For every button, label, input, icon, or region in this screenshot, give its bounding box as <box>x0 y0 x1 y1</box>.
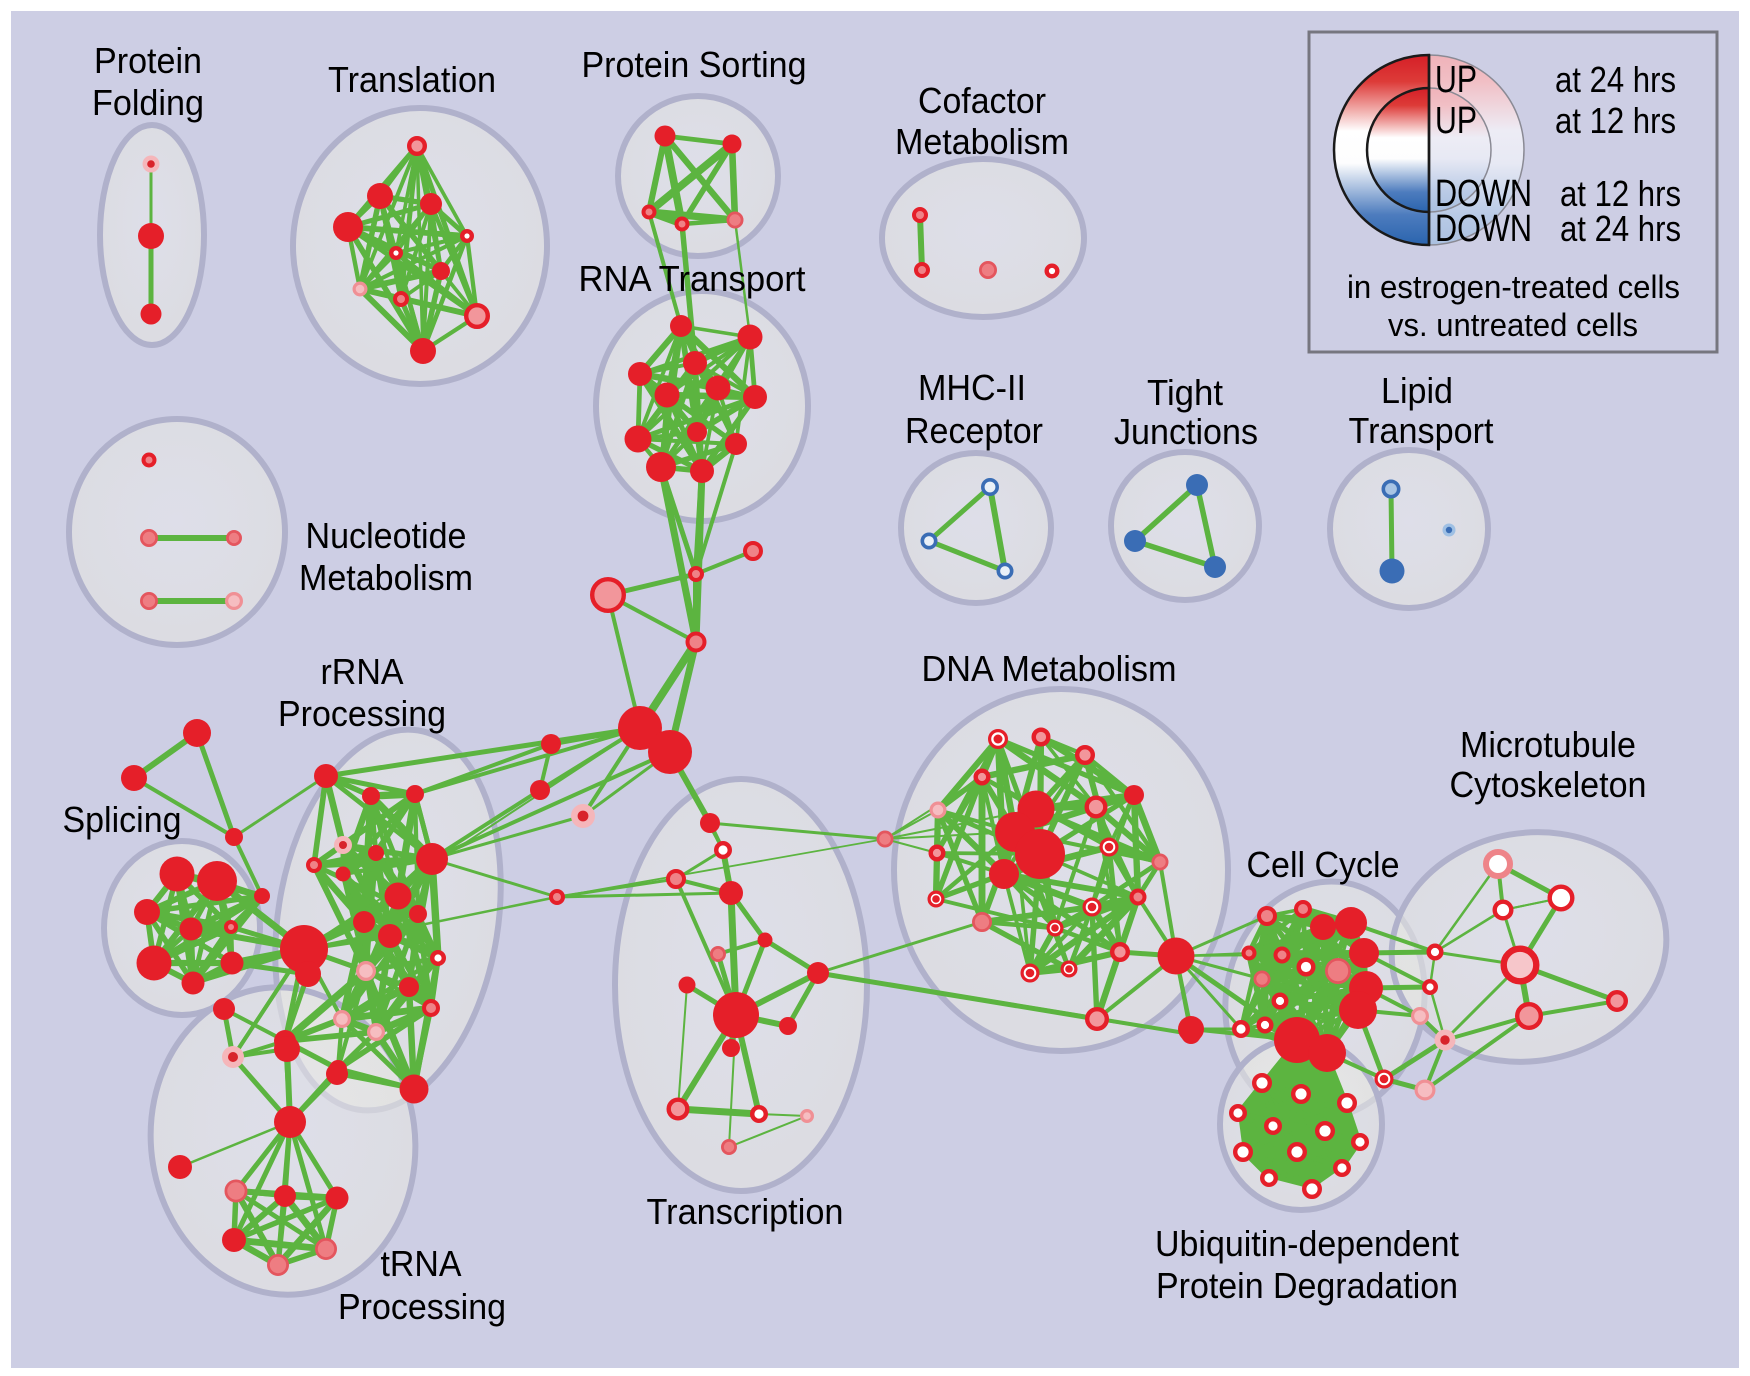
svg-text:Nucleotide: Nucleotide <box>306 515 467 556</box>
svg-text:Protein Sorting: Protein Sorting <box>582 44 807 85</box>
svg-text:at 24 hrs: at 24 hrs <box>1555 59 1676 100</box>
svg-text:DNA Metabolism: DNA Metabolism <box>922 648 1177 689</box>
svg-text:Processing: Processing <box>338 1286 506 1327</box>
svg-text:Transport: Transport <box>1349 410 1494 451</box>
svg-text:DOWN: DOWN <box>1435 173 1532 215</box>
svg-text:Cell Cycle: Cell Cycle <box>1247 844 1400 885</box>
svg-text:Splicing: Splicing <box>63 799 182 840</box>
svg-text:Metabolism: Metabolism <box>299 557 473 598</box>
svg-text:Receptor: Receptor <box>905 410 1043 451</box>
svg-text:RNA Transport: RNA Transport <box>579 258 806 299</box>
svg-text:at 24 hrs: at 24 hrs <box>1560 208 1681 249</box>
svg-text:Processing: Processing <box>278 693 446 734</box>
svg-text:Folding: Folding <box>92 82 204 123</box>
svg-text:Translation: Translation <box>328 59 496 100</box>
svg-text:Tight: Tight <box>1147 372 1223 413</box>
svg-text:Junctions: Junctions <box>1114 411 1258 452</box>
svg-text:Metabolism: Metabolism <box>895 121 1069 162</box>
svg-text:Protein Degradation: Protein Degradation <box>1156 1265 1458 1306</box>
svg-text:DOWN: DOWN <box>1435 208 1532 250</box>
svg-text:at 12 hrs: at 12 hrs <box>1555 100 1676 141</box>
svg-text:MHC-II: MHC-II <box>918 367 1026 408</box>
svg-text:Protein: Protein <box>94 40 202 81</box>
svg-text:rRNA: rRNA <box>321 651 404 692</box>
svg-text:Lipid: Lipid <box>1381 370 1453 411</box>
svg-text:vs. untreated cells: vs. untreated cells <box>1388 307 1638 343</box>
svg-text:tRNA: tRNA <box>381 1243 462 1284</box>
svg-text:UP: UP <box>1435 59 1477 101</box>
svg-text:Ubiquitin-dependent: Ubiquitin-dependent <box>1155 1223 1459 1264</box>
svg-text:Microtubule: Microtubule <box>1460 724 1636 765</box>
svg-text:Transcription: Transcription <box>647 1191 844 1232</box>
svg-text:at 12 hrs: at 12 hrs <box>1560 173 1681 214</box>
svg-text:in estrogen-treated cells: in estrogen-treated cells <box>1347 269 1680 305</box>
svg-text:UP: UP <box>1435 100 1477 142</box>
svg-text:Cytoskeleton: Cytoskeleton <box>1450 764 1647 805</box>
svg-text:Cofactor: Cofactor <box>918 80 1046 121</box>
